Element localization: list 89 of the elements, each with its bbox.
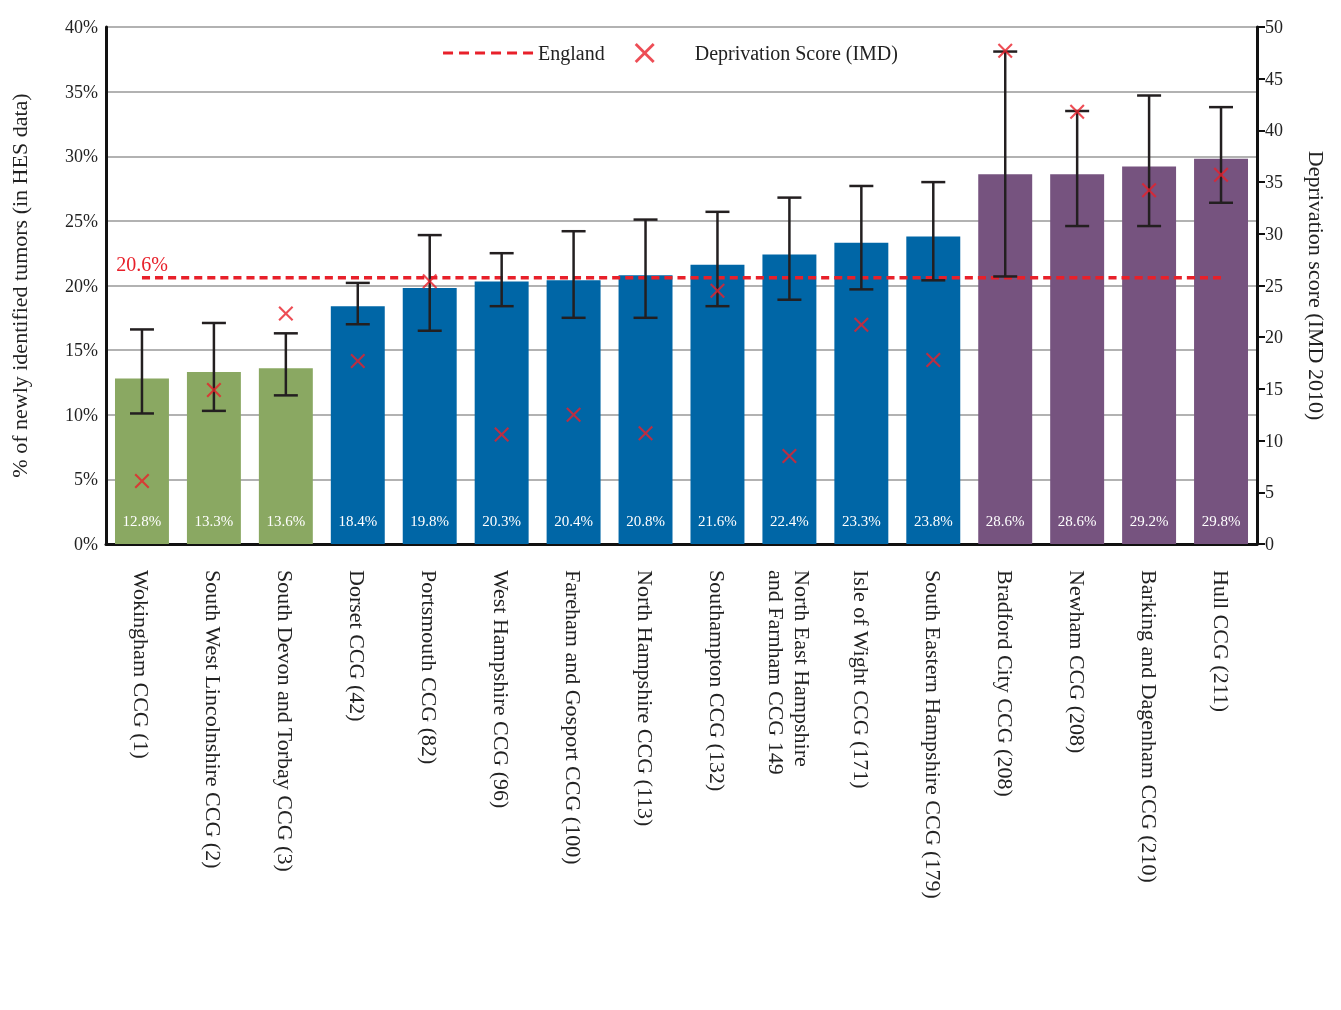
bar	[1050, 174, 1105, 544]
y2-tick-label: 45	[1265, 68, 1283, 89]
x-tick-label: West Hampshire CCG (96)	[489, 570, 515, 809]
y-tick-label: 40%	[65, 17, 98, 37]
bar	[618, 275, 673, 544]
point	[1213, 167, 1229, 183]
bar	[906, 236, 961, 544]
data-label: 20.8%	[626, 512, 665, 529]
bar	[258, 368, 313, 544]
point	[853, 317, 869, 333]
bar	[834, 242, 889, 544]
point	[1141, 182, 1157, 198]
data-label: 22.4%	[770, 512, 809, 529]
y2-tick-label: 20	[1265, 327, 1283, 348]
data-label: 21.6%	[698, 512, 737, 529]
bar	[1122, 166, 1177, 544]
data-label: 20.4%	[554, 512, 593, 529]
bar	[1194, 158, 1249, 544]
data-label: 23.8%	[913, 512, 953, 529]
bar	[186, 372, 241, 544]
bar	[114, 378, 169, 544]
x-tick-label: North Hampshire CCG (113)	[633, 570, 659, 827]
point	[566, 407, 582, 423]
point	[278, 305, 294, 321]
x-tick-label: Hull CCG (211)	[1208, 570, 1234, 713]
x-tick-label: North East Hampshire and Farnham CCG 149	[763, 570, 815, 775]
x-tick-label: Barking and Dagenham CCG (210)	[1136, 570, 1162, 883]
point	[997, 43, 1013, 59]
x-tick-label: South Devon and Torbay CCG (3)	[273, 570, 299, 872]
data-label: 23.3%	[841, 512, 881, 529]
data-label: 28.6%	[985, 512, 1025, 529]
y2-tick-label: 5	[1265, 482, 1274, 503]
bar	[402, 288, 457, 544]
y2-tick-label: 0	[1265, 534, 1274, 554]
point	[925, 352, 941, 368]
y2-tick-label: 30	[1265, 223, 1283, 244]
y-tick-label: 20%	[65, 275, 98, 296]
point	[638, 425, 654, 441]
legend-label: Deprivation Score (IMD)	[694, 42, 898, 65]
annotation: 20.6%	[116, 252, 168, 275]
bar	[330, 306, 385, 544]
y2-tick-label: 50	[1265, 17, 1283, 37]
y2-tick-label: 15	[1265, 378, 1283, 399]
x-tick-label: South Eastern Hampshire CCG (179)	[920, 570, 946, 899]
data-label: 29.2%	[1129, 512, 1169, 529]
y-tick-label: 5%	[74, 469, 98, 490]
y-tick-label: 35%	[65, 81, 98, 102]
point	[1069, 104, 1085, 120]
point	[494, 426, 510, 442]
x-tick-label: Wokingham CCG (1)	[129, 570, 155, 759]
bar	[978, 174, 1033, 544]
x-tick-label: Isle of Wight CCG (171)	[848, 570, 874, 789]
point	[422, 273, 438, 289]
data-label: 13.3%	[194, 512, 234, 529]
y2-tick-label: 35	[1265, 172, 1283, 193]
data-label: 18.4%	[338, 512, 378, 529]
x-tick-label: Portsmouth CCG (82)	[417, 570, 443, 765]
y2-tick-label: 10	[1265, 430, 1283, 451]
y-axis-title: % of newly identified tumors (in HES data)	[6, 93, 32, 478]
y-tick-label: 15%	[65, 340, 98, 361]
x-tick-label: Dorset CCG (42)	[345, 570, 371, 722]
point	[781, 448, 797, 464]
point	[350, 353, 366, 369]
y2-tick-label: 25	[1265, 275, 1283, 296]
data-label: 13.6%	[266, 512, 306, 529]
data-label: 29.8%	[1201, 512, 1241, 529]
data-label: 19.8%	[410, 512, 450, 529]
data-label: 12.8%	[122, 512, 162, 529]
bar	[546, 280, 601, 544]
y2-tick-label: 40	[1265, 120, 1283, 141]
x-tick-label: Newham CCG (208)	[1064, 570, 1090, 754]
x-tick-label: South West Lincolnshire CCG (2)	[201, 570, 227, 869]
y-tick-label: 10%	[65, 404, 98, 425]
x-tick-label: Southampton CCG (132)	[704, 570, 730, 792]
x-tick-label: Bradford City CCG (208)	[992, 570, 1018, 797]
point	[709, 283, 725, 299]
bar	[690, 264, 745, 544]
y2-axis-title: Deprivation score (IMD 2010)	[1303, 150, 1329, 421]
y-tick-label: 30%	[65, 146, 98, 167]
legend-label: England	[538, 42, 605, 65]
point	[206, 382, 222, 398]
x-tick-label: Fareham and Gosport CCG (100)	[561, 570, 587, 865]
bar	[474, 281, 529, 544]
data-label: 28.6%	[1057, 512, 1097, 529]
data-label: 20.3%	[482, 512, 522, 529]
y-tick-label: 25%	[65, 210, 98, 231]
y-tick-label: 0%	[74, 534, 98, 554]
point	[134, 473, 150, 489]
bar	[762, 254, 817, 544]
